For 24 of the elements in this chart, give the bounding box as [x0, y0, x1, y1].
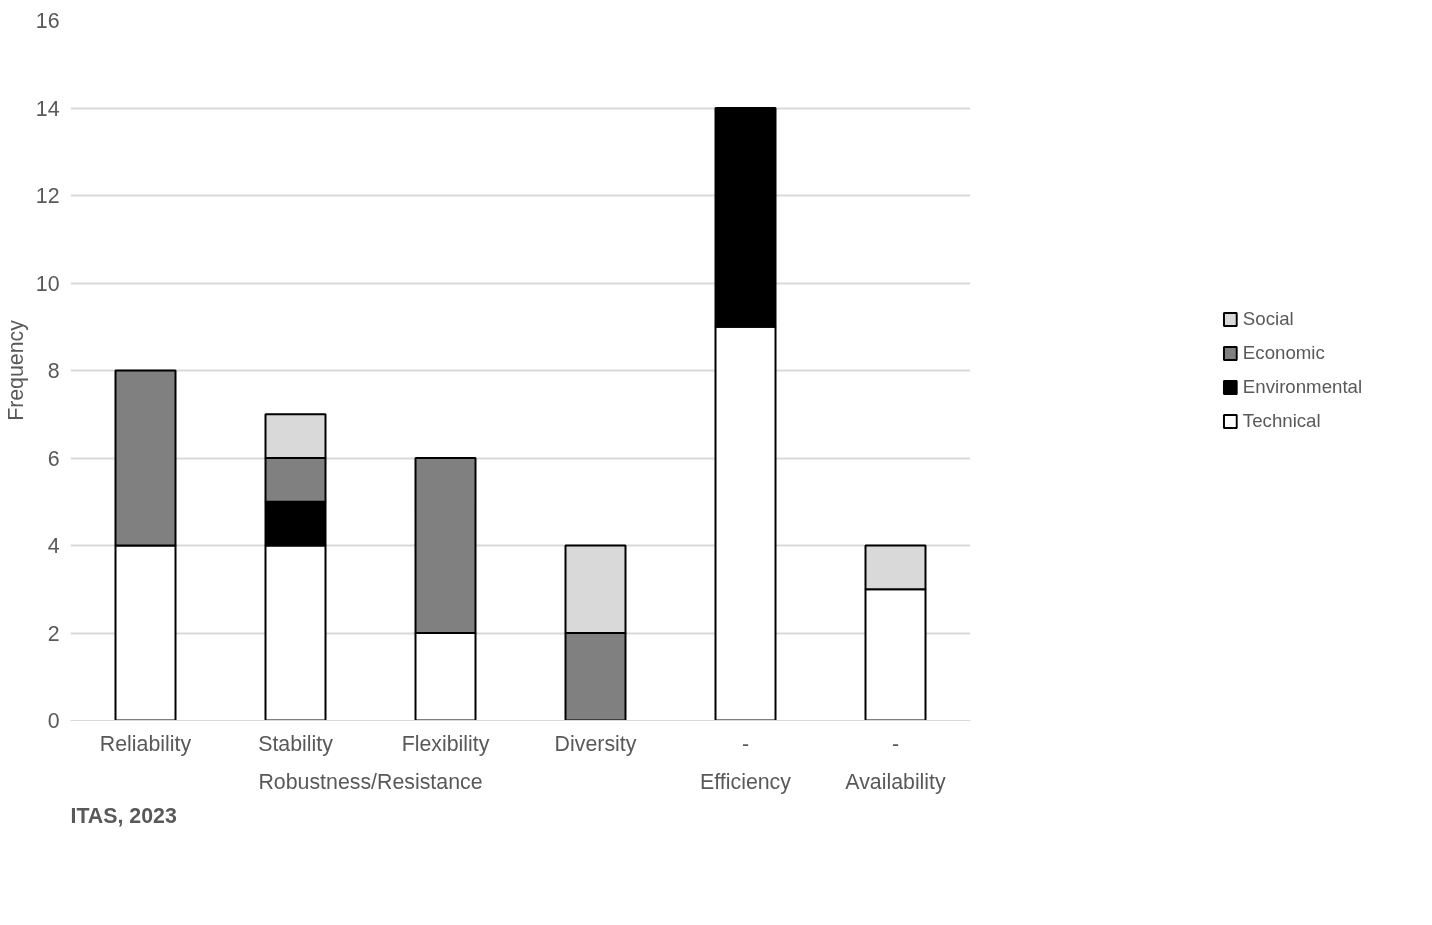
y-tick-label: 8: [47, 359, 60, 383]
x-tick-label: Stability: [258, 731, 334, 756]
x-tick-label: Reliability: [99, 731, 192, 756]
legend-label: Technical: [1242, 410, 1321, 432]
y-tick-label: 12: [35, 184, 60, 208]
legend-label: Environmental: [1242, 376, 1363, 398]
text: Efficiency: [700, 769, 792, 794]
text: ITAS, 2023: [70, 803, 177, 828]
y-tick-label: 14: [35, 96, 60, 121]
text: Availability: [845, 769, 947, 794]
y-tick-label: 16: [35, 9, 60, 33]
text: Robustness/Resistance: [258, 769, 483, 794]
x-tick-label: -: [741, 731, 750, 756]
y-tick-label: 4: [47, 534, 60, 558]
y-tick-label: 0: [47, 709, 60, 733]
y-tick-label: 10: [35, 271, 60, 296]
y-tick-label: 2: [47, 621, 60, 646]
legend-label: Economic: [1242, 342, 1325, 364]
x-tick-label: -: [891, 731, 900, 756]
x-tick-label: Diversity: [554, 731, 637, 756]
legend-label: Social: [1242, 308, 1294, 330]
y-tick-label: 6: [47, 446, 60, 471]
y-axis-title: Frequency: [3, 319, 28, 421]
x-tick-label: Flexibility: [401, 731, 490, 756]
